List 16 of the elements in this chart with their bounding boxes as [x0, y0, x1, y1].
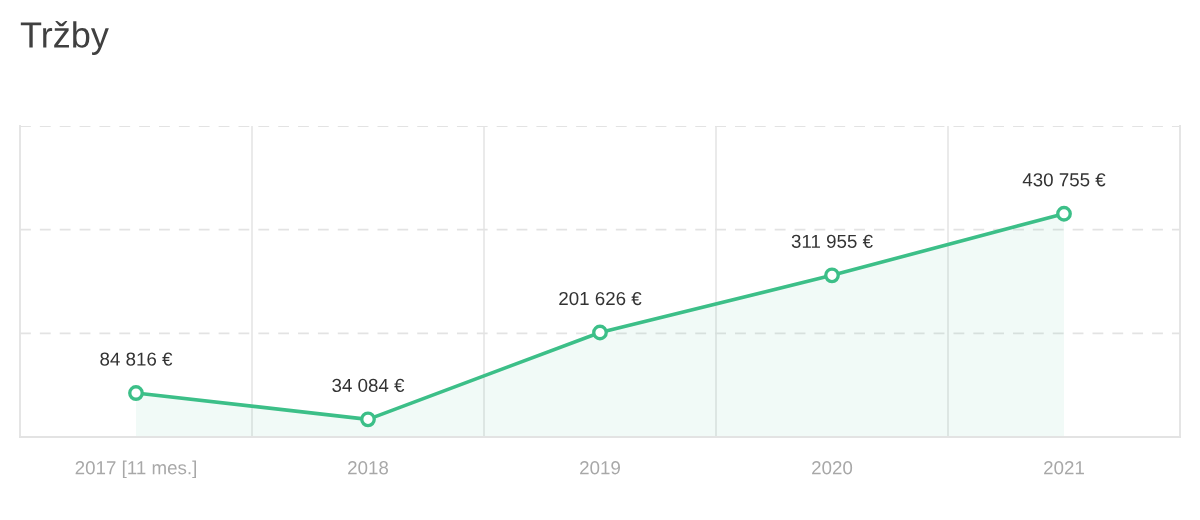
x-tick-label: 2020 [812, 461, 853, 475]
x-tick-label: 2017 [11 mes.] [75, 460, 196, 479]
point [1056, 205, 1072, 222]
data-label: 201 626 € [559, 291, 642, 306]
x-tick-label: 2019 [580, 461, 620, 475]
data-label: 430 755 € [1022, 173, 1106, 187]
point [592, 324, 608, 341]
point [360, 411, 376, 428]
point [824, 267, 840, 284]
data-label: 84 816 € [100, 352, 173, 366]
point [128, 385, 144, 401]
data-label: 311 955 € [791, 234, 873, 248]
chart-title: Tržby [20, 21, 109, 55]
data-label: 34 084 € [332, 378, 405, 393]
x-tick-label: 2021 [1044, 461, 1084, 475]
x-tick-label: 2018 [348, 461, 389, 475]
